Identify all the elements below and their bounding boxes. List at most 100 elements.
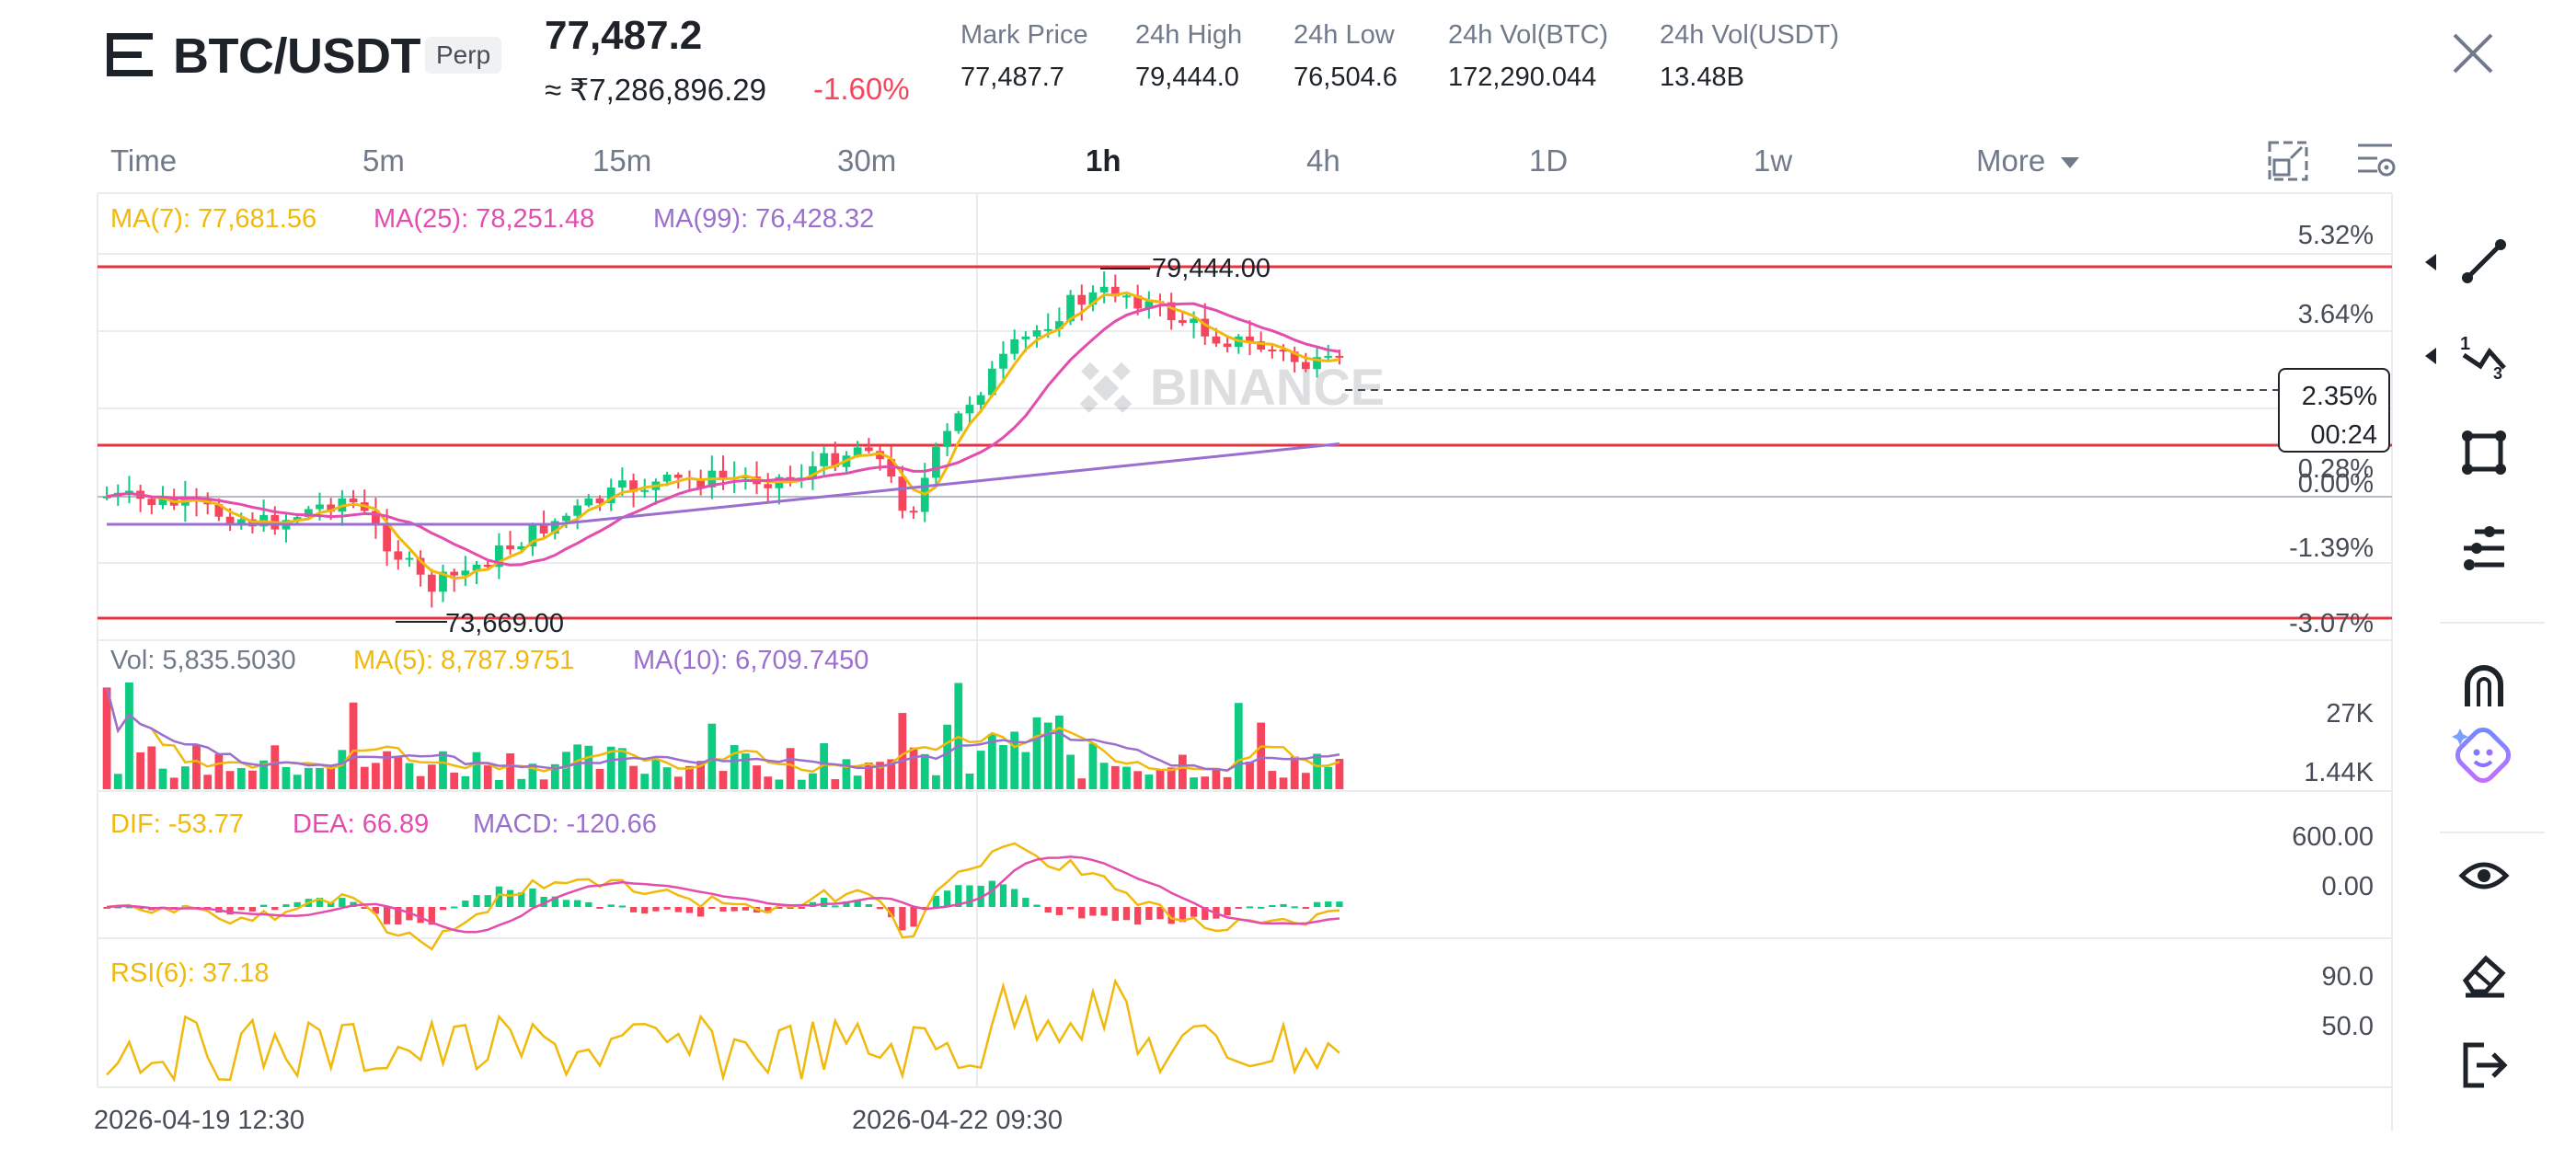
candle-body bbox=[1279, 350, 1288, 352]
candle-body bbox=[225, 516, 235, 526]
volume-bar bbox=[606, 746, 615, 789]
volume-bar bbox=[316, 767, 324, 789]
last-price: 77,487.2 bbox=[545, 13, 703, 58]
candle-body bbox=[472, 564, 481, 571]
macd-bar bbox=[652, 907, 660, 912]
ai-assistant-icon[interactable] bbox=[2451, 721, 2517, 787]
svg-text:1: 1 bbox=[2460, 334, 2470, 354]
macd-bar bbox=[820, 898, 828, 907]
tab-1d[interactable]: 1D bbox=[1529, 143, 1569, 178]
menu-icon[interactable] bbox=[107, 33, 153, 77]
vol-usdt-label: 24h Vol(USDT) bbox=[1660, 20, 1840, 50]
tab-5m[interactable]: 5m bbox=[362, 143, 405, 178]
trend-line-icon[interactable] bbox=[2458, 235, 2510, 287]
candle-body bbox=[741, 476, 750, 479]
volume-bar bbox=[662, 767, 672, 789]
volume-bar bbox=[338, 750, 347, 789]
volume-bar bbox=[573, 744, 582, 789]
expand-arrow-icon[interactable] bbox=[2425, 254, 2436, 270]
volume-bar bbox=[495, 779, 503, 789]
tab-1h[interactable]: 1h bbox=[1086, 143, 1121, 178]
volume-bar bbox=[427, 764, 436, 789]
volume-bar bbox=[1290, 756, 1299, 789]
volume-bar bbox=[1043, 722, 1052, 789]
exit-icon[interactable] bbox=[2458, 1039, 2510, 1091]
macd-bar bbox=[1066, 907, 1075, 910]
candle-body bbox=[820, 453, 829, 466]
eye-icon[interactable] bbox=[2458, 850, 2510, 901]
macd-bar bbox=[574, 900, 581, 907]
candle-body bbox=[517, 545, 526, 550]
price-tag-countdown: 00:24 bbox=[2310, 420, 2377, 450]
volume-bar bbox=[1246, 761, 1254, 789]
macd-bar bbox=[674, 907, 682, 912]
candle-body bbox=[1335, 355, 1344, 358]
volume-bars bbox=[102, 682, 1344, 789]
volume-bar bbox=[965, 773, 974, 789]
volume-bar bbox=[629, 765, 638, 789]
volume-bar bbox=[786, 748, 795, 789]
macd-y-tick: 0.00 bbox=[2321, 872, 2374, 901]
candle-body bbox=[606, 488, 615, 503]
rectangle-icon[interactable] bbox=[2458, 427, 2510, 478]
fullscreen-icon[interactable] bbox=[2267, 140, 2309, 182]
candle-body bbox=[943, 430, 951, 447]
tab-time[interactable]: Time bbox=[110, 143, 178, 178]
volume-bar bbox=[102, 687, 111, 789]
volume-bar bbox=[876, 762, 884, 789]
macd-bar bbox=[696, 907, 705, 917]
candles bbox=[102, 271, 1344, 608]
candle-body bbox=[506, 545, 514, 550]
volume-bar bbox=[651, 759, 661, 789]
tab-1w[interactable]: 1w bbox=[1754, 143, 1793, 178]
macd-bar bbox=[1269, 904, 1276, 907]
volume-bar bbox=[1324, 766, 1333, 789]
candle-body bbox=[1246, 336, 1254, 342]
macd-bar bbox=[999, 884, 1007, 907]
volume-bar bbox=[1110, 765, 1120, 789]
pair-title[interactable]: BTC/USDT bbox=[173, 29, 420, 84]
volume-bar bbox=[764, 776, 773, 789]
macd-bar bbox=[932, 896, 940, 907]
candle-body bbox=[898, 476, 907, 511]
eraser-icon[interactable] bbox=[2458, 947, 2510, 999]
expand-arrow-icon[interactable] bbox=[2425, 348, 2436, 364]
low-24h-value: 76,504.6 bbox=[1294, 63, 1397, 92]
x-tick: 2026-04-19 12:30 bbox=[94, 1106, 305, 1135]
macd-bar bbox=[1202, 907, 1209, 921]
tab-4h[interactable]: 4h bbox=[1306, 143, 1340, 178]
current-price-tag: 2.35% 00:24 bbox=[2278, 368, 2390, 453]
volume-bar bbox=[943, 724, 951, 789]
volume-bar bbox=[136, 752, 145, 789]
high-24h-value: 79,444.0 bbox=[1135, 63, 1239, 92]
chart-settings-icon[interactable] bbox=[2355, 140, 2398, 182]
fib-icon[interactable]: 1 3 bbox=[2458, 329, 2510, 381]
tab-15m[interactable]: 15m bbox=[592, 143, 652, 178]
candle-body bbox=[1324, 355, 1333, 358]
candle-body bbox=[1190, 318, 1198, 323]
settings-lines-icon[interactable] bbox=[2458, 522, 2510, 574]
macd-bar bbox=[1167, 907, 1175, 924]
ma-lines bbox=[106, 291, 1340, 580]
volume-bar bbox=[147, 746, 156, 789]
tab-30m[interactable]: 30m bbox=[837, 143, 897, 178]
macd-bar bbox=[1224, 907, 1231, 916]
macd-bar bbox=[910, 907, 917, 927]
candle-body bbox=[405, 557, 414, 560]
tab-more[interactable]: More bbox=[1976, 143, 2080, 178]
vol-ma5-line bbox=[105, 687, 1340, 773]
ma25-legend: MA(25): 78,251.48 bbox=[374, 204, 595, 234]
macd-bar bbox=[237, 907, 245, 911]
volume-bar bbox=[775, 779, 784, 789]
sidebar-divider bbox=[2440, 622, 2545, 624]
candle-body bbox=[1257, 341, 1266, 350]
close-icon[interactable] bbox=[2447, 28, 2499, 79]
svg-text:3: 3 bbox=[2493, 364, 2502, 381]
candle-body bbox=[1313, 357, 1321, 370]
candle-body bbox=[954, 413, 963, 431]
candle-body bbox=[662, 475, 672, 482]
magnet-icon[interactable] bbox=[2458, 660, 2510, 712]
candle-body bbox=[539, 524, 548, 534]
candle-body bbox=[1212, 336, 1221, 344]
